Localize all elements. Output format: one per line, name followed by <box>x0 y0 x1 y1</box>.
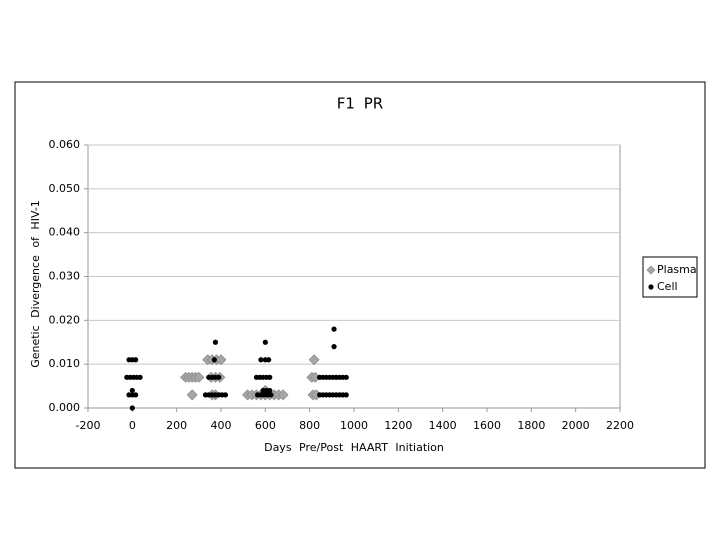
y-tick-label: 0.050 <box>49 182 81 195</box>
legend-marker <box>648 284 654 290</box>
point <box>133 357 139 363</box>
point <box>222 392 229 398</box>
x-axis-label: Days Pre/Post HAART Initiation <box>264 441 444 454</box>
x-tick-label: 1400 <box>429 419 457 432</box>
x-tick-label: 400 <box>211 419 232 432</box>
point <box>129 387 135 394</box>
y-tick-label: 0.040 <box>49 226 81 239</box>
y-tick-label: 0.030 <box>49 270 81 283</box>
point <box>343 392 349 398</box>
chart-title: F1 PR <box>337 95 383 113</box>
x-tick-label: 600 <box>255 419 276 432</box>
point <box>308 354 320 366</box>
x-tick-label: 0 <box>129 419 136 432</box>
x-tick-label: 800 <box>299 419 320 432</box>
point <box>268 392 274 398</box>
point <box>186 389 198 401</box>
x-tick-label: 1600 <box>473 419 501 432</box>
x-tick-label: -200 <box>76 419 101 432</box>
point <box>331 326 337 332</box>
y-axis-label: Genetic Divergence of HIV-1 <box>29 200 42 368</box>
x-tick-label: 1800 <box>517 419 545 432</box>
point <box>267 387 273 394</box>
point <box>216 374 222 380</box>
y-tick-label: 0.000 <box>49 401 81 414</box>
point <box>215 354 227 366</box>
point <box>137 374 143 380</box>
point <box>277 389 289 401</box>
point <box>258 357 264 363</box>
x-tick-label: 200 <box>166 419 187 432</box>
point <box>331 344 337 350</box>
point <box>262 339 268 345</box>
legend-label: Cell <box>657 280 678 293</box>
point <box>212 339 219 345</box>
x-tick-label: 1000 <box>340 419 368 432</box>
y-tick-label: 0.020 <box>49 313 81 326</box>
point <box>343 374 349 380</box>
point <box>133 392 139 398</box>
point <box>193 371 205 383</box>
point <box>211 357 217 363</box>
x-tick-label: 1200 <box>384 419 412 432</box>
x-tick-label: 2200 <box>606 419 634 432</box>
legend-marker <box>646 265 656 275</box>
y-tick-label: 0.010 <box>49 357 81 370</box>
point <box>129 405 135 411</box>
y-tick-label: 0.060 <box>49 138 81 151</box>
point <box>266 357 272 363</box>
x-tick-label: 2000 <box>562 419 590 432</box>
legend-box <box>642 256 698 298</box>
point <box>267 374 273 380</box>
legend-label: Plasma <box>657 263 697 276</box>
